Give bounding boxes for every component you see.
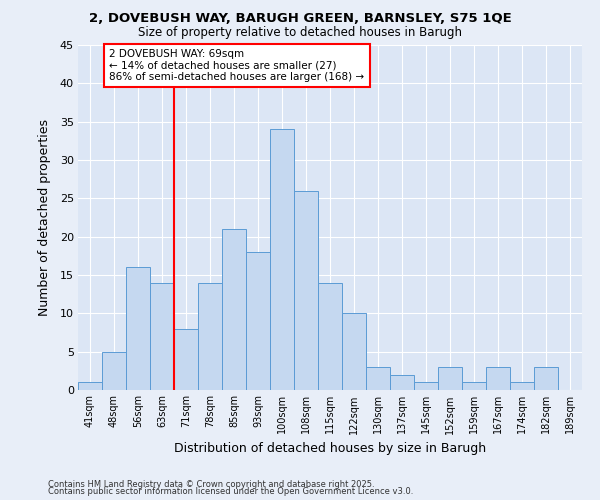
- Bar: [462, 382, 486, 390]
- Bar: [150, 282, 174, 390]
- Text: 2, DOVEBUSH WAY, BARUGH GREEN, BARNSLEY, S75 1QE: 2, DOVEBUSH WAY, BARUGH GREEN, BARNSLEY,…: [89, 12, 511, 26]
- X-axis label: Distribution of detached houses by size in Barugh: Distribution of detached houses by size …: [174, 442, 486, 455]
- Bar: [342, 314, 366, 390]
- Bar: [294, 190, 318, 390]
- Text: Contains HM Land Registry data © Crown copyright and database right 2025.: Contains HM Land Registry data © Crown c…: [48, 480, 374, 489]
- Bar: [174, 328, 198, 390]
- Bar: [390, 374, 414, 390]
- Bar: [318, 282, 342, 390]
- Bar: [366, 367, 390, 390]
- Y-axis label: Number of detached properties: Number of detached properties: [38, 119, 52, 316]
- Text: Size of property relative to detached houses in Barugh: Size of property relative to detached ho…: [138, 26, 462, 39]
- Bar: [486, 367, 510, 390]
- Bar: [78, 382, 102, 390]
- Text: Contains public sector information licensed under the Open Government Licence v3: Contains public sector information licen…: [48, 488, 413, 496]
- Bar: [126, 268, 150, 390]
- Bar: [414, 382, 438, 390]
- Bar: [246, 252, 270, 390]
- Bar: [270, 130, 294, 390]
- Bar: [438, 367, 462, 390]
- Bar: [534, 367, 558, 390]
- Text: 2 DOVEBUSH WAY: 69sqm
← 14% of detached houses are smaller (27)
86% of semi-deta: 2 DOVEBUSH WAY: 69sqm ← 14% of detached …: [109, 49, 364, 82]
- Bar: [222, 229, 246, 390]
- Bar: [198, 282, 222, 390]
- Bar: [102, 352, 126, 390]
- Bar: [510, 382, 534, 390]
